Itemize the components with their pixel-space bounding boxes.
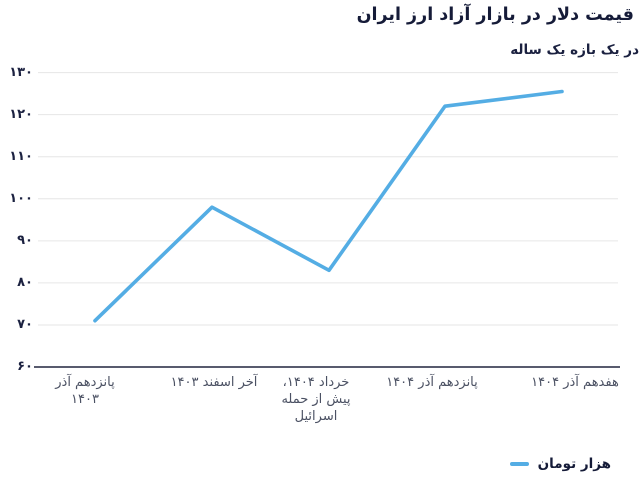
y-axis-tick-label: ۱۰۰ — [9, 190, 33, 206]
y-axis-tick-label: ۱۳۰ — [9, 64, 33, 80]
x-axis-tick-label: آخر اسفند ۱۴۰۳ — [170, 375, 258, 390]
y-axis-tick-label: ۶۰ — [17, 359, 33, 374]
y-axis-tick-label: ۹۰ — [17, 232, 33, 248]
y-axis-tick-label: ۷۰ — [17, 316, 33, 332]
x-axis-tick-label: پانزدهم آذر ۱۴۰۳ — [55, 375, 115, 408]
y-axis-tick-label: ۱۲۰ — [9, 106, 33, 122]
legend-line-marker-icon — [509, 462, 529, 466]
x-axis-tick-label: پانزدهم آذر ۱۴۰۴ — [386, 375, 478, 390]
chart-title: قیمت دلار در بازار آزاد ارز ایران — [356, 5, 634, 25]
legend: هزار تومان — [509, 456, 611, 472]
y-axis-tick-label: ۱۱۰ — [9, 148, 33, 164]
dollar-price-line — [93, 89, 564, 323]
chart-subtitle: در یک بازه یک ساله — [510, 42, 639, 58]
x-axis-tick-label: خرداد ۱۴۰۴، پیش از حمله اسرائیل — [281, 375, 351, 425]
legend-label: هزار تومان — [537, 456, 611, 472]
y-axis-tick-label: ۸۰ — [17, 274, 33, 290]
x-axis-tick-label: هفدهم آذر ۱۴۰۴ — [531, 375, 619, 390]
